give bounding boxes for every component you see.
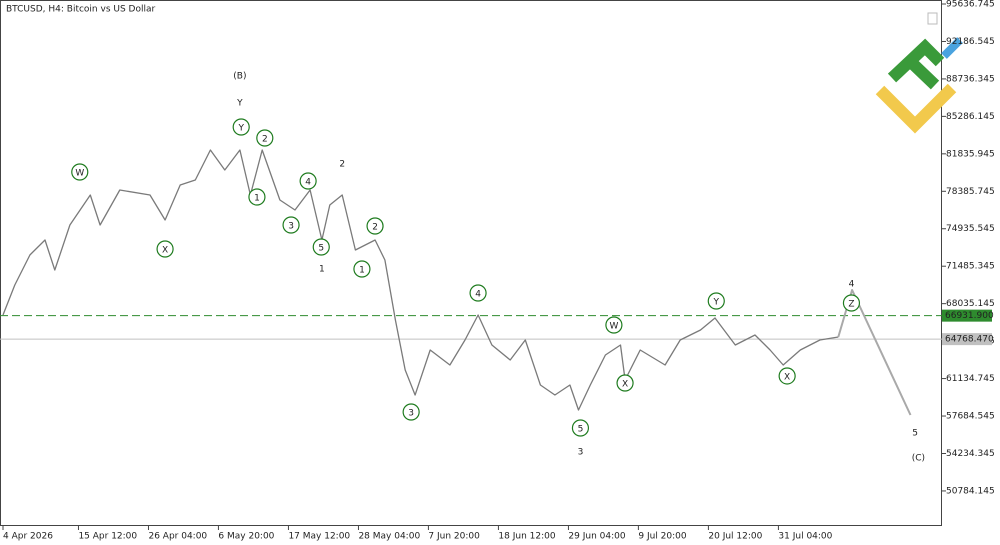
wave-label-minor: W [75, 168, 84, 178]
wave-label: 2 [339, 159, 345, 169]
x-tick-label: 20 Jul 12:00 [708, 532, 762, 542]
wave-circle [232, 118, 250, 136]
wave-circle [571, 419, 590, 437]
chart-title: BTCUSD, H4: Bitcoin vs US Dollar [6, 5, 155, 15]
price-line [837, 289, 912, 416]
wave-label-minor: 4 [475, 290, 481, 300]
y-tick-label: 50784.145 [946, 486, 995, 496]
wave-circle [469, 284, 487, 302]
wave-label-minor: Y [237, 123, 244, 133]
wave-label: Y [236, 98, 243, 108]
wave-label-minor: 1 [359, 265, 365, 275]
wave-label: 1 [319, 264, 325, 274]
wave-label-minor: 3 [408, 408, 414, 418]
wave-label-minor: X [622, 379, 628, 389]
wave-label-minor: Z [848, 299, 854, 309]
wave-label: 3 [578, 447, 584, 457]
y-tick-label: 78385.745 [946, 187, 995, 197]
wave-circle [778, 367, 796, 385]
wave-circle [842, 294, 861, 312]
x-tick-label: 15 Apr 12:00 [78, 532, 137, 542]
x-tick-label: 28 May 04:00 [358, 532, 420, 542]
y-tick-label: 61134.745 [946, 374, 995, 384]
wave-circle [353, 260, 371, 278]
wave-circle [256, 129, 274, 147]
y-tick-label: 88736.345 [946, 74, 995, 84]
wave-circle [248, 188, 266, 206]
x-tick-label: 18 Jun 12:00 [498, 532, 555, 542]
wave-label-minor: 3 [288, 222, 294, 232]
y-tick-label: 92186.545 [946, 37, 995, 47]
price-tag-label: 66931.900 [945, 311, 994, 321]
x-tick-label: 7 Jun 20:00 [428, 532, 480, 542]
wave-label-minor: 5 [578, 424, 584, 434]
wave-label-minor: 5 [318, 244, 324, 254]
x-tick-label: 17 May 12:00 [288, 532, 350, 542]
wave-circle [605, 316, 623, 334]
price-line [2, 149, 839, 411]
icon [927, 12, 938, 25]
x-tick-label: 9 Jul 20:00 [638, 532, 687, 542]
y-tick-label: 71485.345 [946, 262, 995, 272]
price-tag [942, 309, 992, 322]
y-tick-label: 57684.545 [946, 412, 995, 422]
y-tick-label: 54234.345 [946, 449, 995, 459]
wave-label: 5 [912, 428, 918, 438]
wave-label: (C) [912, 453, 925, 463]
wave-circle [402, 403, 420, 421]
logo [875, 37, 963, 134]
wave-label-minor: X [784, 372, 790, 382]
x-tick-label: 29 Jun 04:00 [568, 532, 625, 542]
wave-circle [312, 238, 330, 256]
x-tick-label: 31 Jul 04:00 [778, 532, 832, 542]
wave-label-minor: 2 [262, 134, 268, 144]
y-tick-label: 81835.945 [946, 149, 995, 159]
wave-circle [366, 217, 384, 235]
plot-frame [0, 0, 942, 526]
wave-circle [616, 374, 634, 392]
y-tick-label: 74935.545 [946, 224, 995, 234]
wave-circle [282, 216, 300, 234]
y-tick-label: 95636.745 [946, 0, 995, 10]
x-tick-label: 26 Apr 04:00 [148, 532, 207, 542]
wave-label: (B) [233, 71, 246, 81]
wave-label: 4 [849, 279, 855, 289]
wave-label-minor: 1 [254, 193, 260, 203]
x-tick-label: 4 Apr 2026 [3, 532, 53, 542]
y-tick-label: 68035.145 [946, 299, 995, 309]
wave-circle [299, 172, 317, 190]
wave-label-minor: 4 [305, 177, 311, 187]
price-tag [942, 333, 992, 346]
wave-circle [71, 163, 89, 181]
wave-label-minor: 2 [372, 223, 378, 233]
wave-label-minor: Y [713, 297, 720, 307]
y-tick-label: 85286.145 [946, 112, 995, 122]
wave-circle [156, 240, 174, 258]
wave-circle [707, 292, 725, 310]
x-tick-label: 6 May 20:00 [218, 532, 274, 542]
wave-label-minor: W [609, 321, 618, 331]
price-tag-label: 64768.470 [945, 335, 994, 345]
wave-label-minor: X [162, 246, 168, 256]
